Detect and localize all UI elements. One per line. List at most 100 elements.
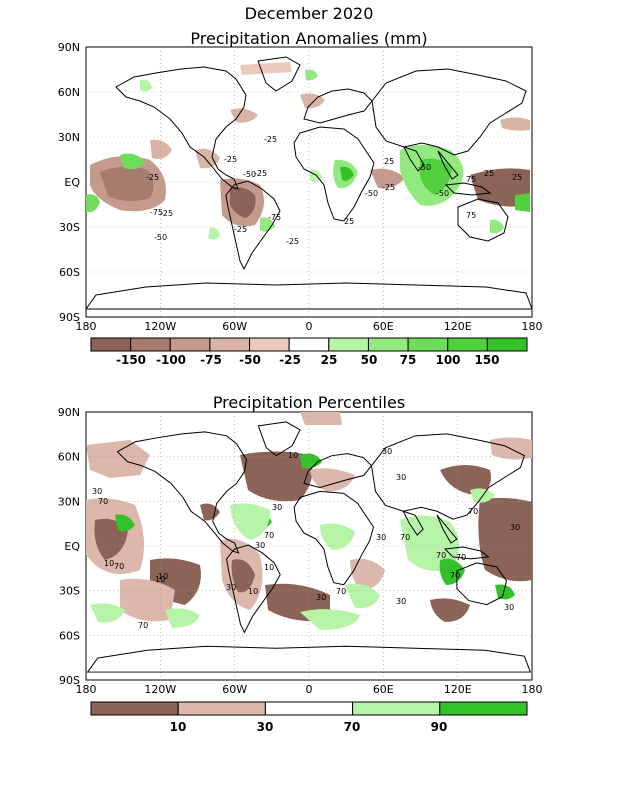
lon-label: 120E bbox=[444, 683, 472, 696]
lat-label: EQ bbox=[64, 540, 80, 553]
lon-label: 180 bbox=[522, 683, 543, 696]
contour-label: 70 bbox=[436, 551, 446, 560]
contour-label: 70 bbox=[264, 531, 274, 540]
contour-label: 70 bbox=[336, 587, 346, 596]
contour-label: 30 bbox=[316, 593, 326, 602]
contour-label: 70 bbox=[450, 571, 460, 580]
contour-label: -25 bbox=[234, 225, 247, 234]
colorbar-label: 70 bbox=[344, 720, 361, 734]
colorbar-swatch bbox=[209, 337, 251, 352]
contour-label: 70 bbox=[98, 497, 108, 506]
colorbar-label: -50 bbox=[239, 353, 261, 367]
colorbar-swatch bbox=[264, 701, 354, 716]
colorbar-label: -25 bbox=[279, 353, 301, 367]
lat-label: 90N bbox=[58, 41, 80, 54]
lon-label: 180 bbox=[76, 320, 97, 333]
lon-label: 60W bbox=[222, 683, 247, 696]
anomalies-lat-labels: 90N 60N 30N EQ 30S 60S 90S bbox=[58, 41, 81, 324]
contour-label: -25 bbox=[224, 155, 237, 164]
colorbar-swatch bbox=[130, 337, 171, 352]
contour-label: -75 bbox=[268, 213, 281, 222]
contour-label: 75 bbox=[466, 175, 476, 184]
colorbar-label: 10 bbox=[170, 720, 187, 734]
contour-label: -50 bbox=[418, 163, 431, 172]
lat-label: 60N bbox=[58, 86, 80, 99]
contour-label: -25 bbox=[264, 135, 277, 144]
contour-label: 25 bbox=[344, 217, 354, 226]
lon-label: 60W bbox=[222, 320, 247, 333]
percentiles-lat-labels: 90N 60N 30N EQ 30S 60S 90S bbox=[58, 406, 81, 687]
contour-label: 30 bbox=[396, 597, 406, 606]
contour-label: 70 bbox=[400, 533, 410, 542]
contour-label: 10 bbox=[288, 451, 298, 460]
percentiles-panel-title: Precipitation Percentiles bbox=[212, 393, 406, 412]
colorbar-label: 100 bbox=[435, 353, 460, 367]
percentiles-grid bbox=[86, 412, 532, 680]
colorbar-swatch bbox=[249, 337, 290, 352]
contour-label: 30 bbox=[376, 533, 386, 542]
lon-label: 60E bbox=[373, 320, 394, 333]
anomalies-contour-labels: -25 -25 -50 -75 -25 -50 -75 -25 -50 25 7… bbox=[146, 135, 522, 246]
lon-label: 0 bbox=[306, 683, 313, 696]
colorbar-label: -100 bbox=[156, 353, 186, 367]
colorbar-swatch bbox=[486, 337, 528, 352]
lat-label: 30N bbox=[58, 131, 80, 144]
anomalies-grid bbox=[86, 47, 532, 317]
lon-label: 120W bbox=[144, 683, 176, 696]
percentiles-contour-labels: 10 30 30 70 10 70 30 10 30 10 70 30 70 3… bbox=[92, 447, 520, 630]
contour-label: 10 bbox=[104, 559, 114, 568]
contour-label: -50 bbox=[154, 233, 167, 242]
contour-label: 75 bbox=[466, 211, 476, 220]
contour-label: 30 bbox=[92, 487, 102, 496]
colorbar-label: 150 bbox=[474, 353, 499, 367]
lon-label: 180 bbox=[522, 320, 543, 333]
lat-label: 90S bbox=[59, 311, 80, 324]
colorbar-swatch bbox=[177, 701, 266, 716]
contour-label: -50 bbox=[243, 170, 256, 179]
lat-label: 30N bbox=[58, 495, 80, 508]
contour-label: 10 bbox=[264, 563, 274, 572]
lat-label: 60N bbox=[58, 451, 80, 464]
contour-label: 70 bbox=[138, 621, 148, 630]
lat-label: 60S bbox=[59, 266, 80, 279]
colorbar-swatch bbox=[90, 701, 179, 716]
colorbar-swatch bbox=[169, 337, 211, 352]
contour-label: 10 bbox=[158, 572, 168, 581]
lon-label: 180 bbox=[76, 683, 97, 696]
lat-label: 90N bbox=[58, 406, 80, 419]
lon-label: 120E bbox=[444, 320, 472, 333]
percentiles-lon-labels: 180 120W 60W 0 60E 120E 180 bbox=[76, 683, 543, 696]
anomalies-panel-title: Precipitation Anomalies (mm) bbox=[190, 29, 428, 48]
lat-label: 30S bbox=[59, 221, 80, 234]
colorbar-label: 25 bbox=[321, 353, 338, 367]
anomalies-lon-labels: 180 120W 60W 0 60E 120E 180 bbox=[76, 320, 543, 333]
contour-label: -25 bbox=[382, 183, 395, 192]
lat-label: 60S bbox=[59, 629, 80, 642]
lat-label: EQ bbox=[64, 176, 80, 189]
contour-label: -25 bbox=[146, 173, 159, 182]
colorbar-label: 30 bbox=[257, 720, 274, 734]
anomalies-map: -25 -25 -50 -75 -25 -50 -75 -25 -50 25 7… bbox=[58, 41, 543, 367]
contour-label: 70 bbox=[456, 553, 466, 562]
lat-label: 30S bbox=[59, 585, 80, 598]
colorbar-swatch bbox=[447, 337, 488, 352]
contour-label: 30 bbox=[504, 603, 514, 612]
colorbar-swatch bbox=[439, 701, 528, 716]
contour-label: 70 bbox=[468, 507, 478, 516]
anomalies-shading bbox=[86, 62, 530, 240]
contour-label: -25 bbox=[254, 169, 267, 178]
percentiles-map: 10 30 30 70 10 70 30 10 30 10 70 30 70 3… bbox=[58, 406, 543, 734]
contour-label: 30 bbox=[226, 583, 236, 592]
anomalies-colorbar-labels: -150 -100 -75 -50 -25 25 50 75 100 150 bbox=[116, 353, 500, 367]
lat-label: 90S bbox=[59, 674, 80, 687]
figure-title: December 2020 bbox=[244, 4, 374, 23]
contour-label: 70 bbox=[114, 562, 124, 571]
colorbar-label: -150 bbox=[116, 353, 146, 367]
contour-label: -50 bbox=[365, 189, 378, 198]
lon-label: 60E bbox=[373, 683, 394, 696]
contour-label: 10 bbox=[155, 575, 165, 584]
contour-label: 30 bbox=[272, 503, 282, 512]
contour-label: 30 bbox=[396, 473, 406, 482]
contour-label: 25 bbox=[512, 173, 522, 182]
